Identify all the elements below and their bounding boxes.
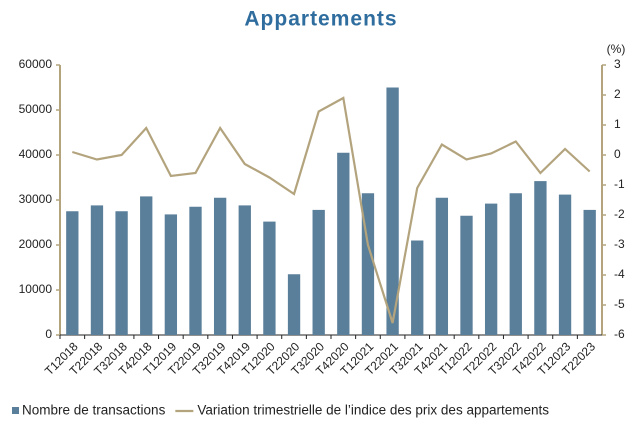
- bar: [213, 197, 227, 335]
- y2-tick-label: 2: [614, 87, 621, 101]
- y2-tick-label: -4: [614, 267, 625, 281]
- y-tick-label: 30000: [19, 192, 53, 206]
- line: [71, 96, 591, 324]
- y2-tick-label: -2: [614, 207, 625, 221]
- y-tick-label: 50000: [19, 102, 53, 116]
- y-tick-label: 20000: [19, 237, 53, 251]
- y-tick-label: 60000: [19, 57, 53, 71]
- bar: [140, 196, 153, 335]
- legend-label: Variation trimestrielle de l’indice des …: [197, 403, 549, 418]
- bar: [312, 209, 325, 335]
- legend-label: Nombre de transactions: [22, 403, 166, 418]
- bar: [583, 209, 596, 335]
- bar: [509, 193, 522, 335]
- bar: [238, 205, 251, 335]
- bar: [435, 197, 449, 335]
- bar: [411, 240, 424, 335]
- y2-tick-label: -1: [614, 177, 625, 191]
- y2-tick-label: -6: [614, 327, 625, 341]
- bar: [90, 205, 104, 335]
- chart-title: Appartements: [244, 8, 397, 31]
- bar: [263, 221, 276, 335]
- y2-tick-label: 0: [614, 147, 621, 161]
- bar: [386, 87, 399, 335]
- legend-swatch: [12, 407, 19, 414]
- bar: [558, 194, 572, 335]
- bar: [189, 206, 202, 335]
- bar: [534, 181, 547, 335]
- bar: [484, 203, 498, 335]
- bar: [337, 152, 350, 335]
- y2-tick-label: -3: [614, 237, 625, 251]
- bar: [460, 215, 473, 335]
- bar: [115, 211, 128, 335]
- bar: [164, 214, 178, 335]
- y-tick-label: 40000: [19, 147, 53, 161]
- y-tick-label: 0: [45, 327, 52, 341]
- y2-tick-label: 3: [614, 57, 621, 71]
- bar: [287, 274, 301, 335]
- y2-tick-label: -5: [614, 297, 625, 311]
- y2-axis-label: (%): [607, 42, 626, 56]
- y2-tick-label: 1: [614, 117, 621, 131]
- bar: [66, 211, 79, 335]
- y-tick-label: 10000: [19, 282, 53, 296]
